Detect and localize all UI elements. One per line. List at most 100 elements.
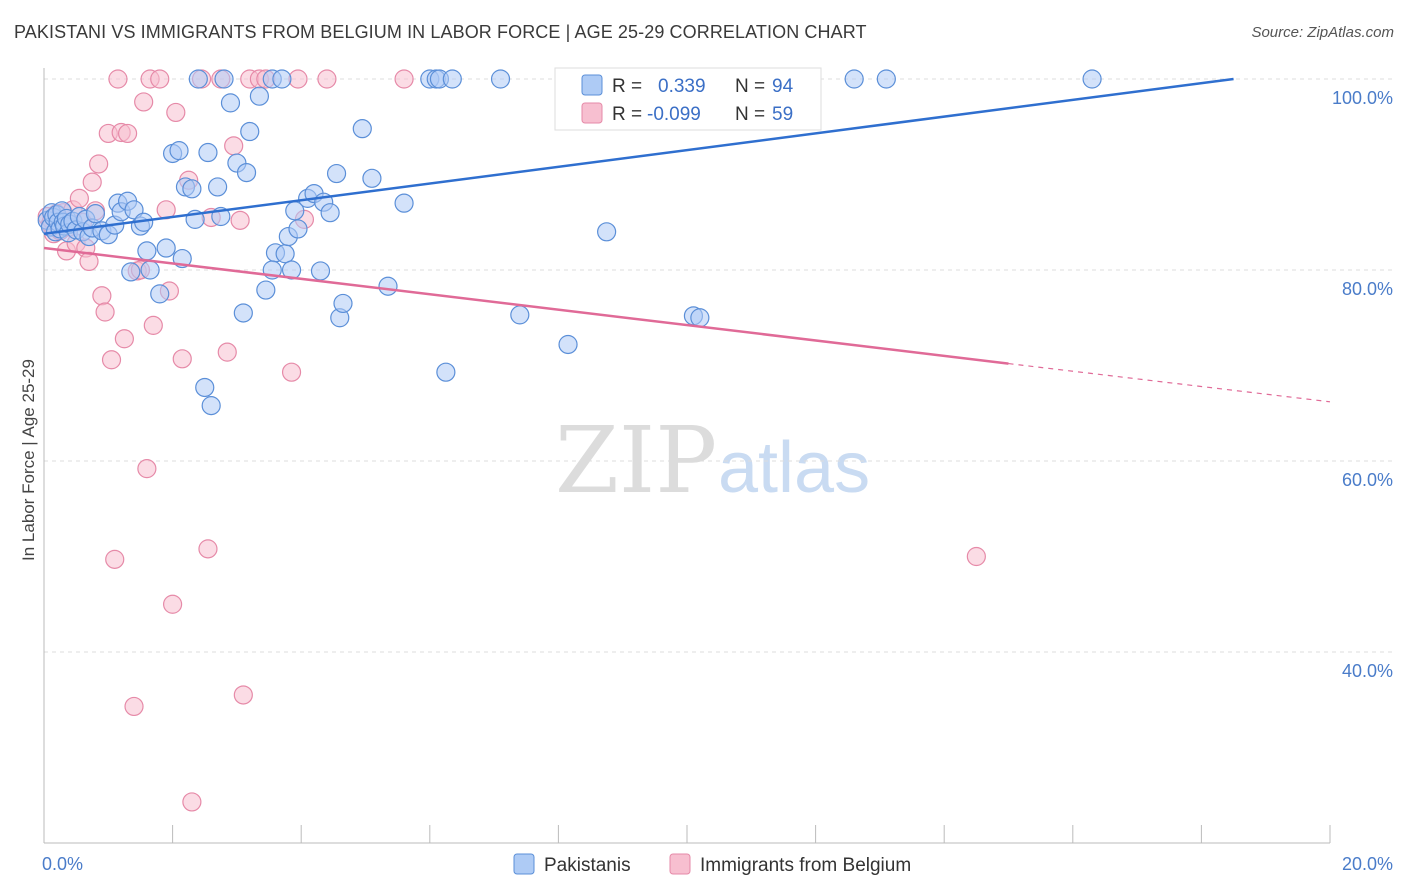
- pakistanis-point-43: [195, 377, 215, 398]
- pakistanis-point-90: [844, 69, 864, 89]
- pakistanis-point-49: [220, 93, 241, 113]
- belgium-point-27: [124, 696, 144, 717]
- bottom-legend-swatch-belgium: [669, 853, 691, 875]
- pakistanis-point-58: [272, 69, 292, 89]
- belgium-point-21: [101, 350, 122, 370]
- pakistanis-point-74: [378, 276, 398, 296]
- belgium-point-58: [150, 69, 170, 89]
- pakistanis-point-42: [188, 69, 208, 89]
- legend-r-label-1: R =: [612, 76, 642, 97]
- pakistanis-point-54: [249, 86, 270, 106]
- trend-line-pakistanis: [43, 77, 1234, 235]
- pakistanis-point-79: [436, 362, 456, 382]
- pakistanis-point-35: [156, 238, 176, 258]
- source-label: Source: ZipAtlas.com: [1251, 24, 1394, 41]
- pakistanis-point-33: [140, 260, 160, 280]
- belgium-point-45: [217, 342, 237, 362]
- pakistanis-point-81: [490, 69, 511, 89]
- pakistanis-point-69: [326, 163, 347, 184]
- pakistanis-point-72: [352, 119, 372, 139]
- legend-r-label-2: R =: [612, 104, 642, 125]
- pakistanis-point-48: [214, 69, 234, 89]
- belgium-point-33: [143, 315, 163, 335]
- belgium-point-17: [89, 154, 109, 174]
- y-tick-label-80: 80.0%: [1342, 279, 1393, 299]
- pakistanis-point-59: [275, 244, 295, 264]
- pakistanis-point-75: [394, 193, 414, 213]
- belgium-point-52: [281, 362, 302, 382]
- pakistanis-point-37: [169, 141, 189, 161]
- legend-r-value-1: 0.339: [658, 76, 706, 97]
- trend-line-belgium: [43, 246, 1009, 365]
- belgium-point-47: [230, 210, 250, 230]
- pakistanis-point-51: [233, 303, 253, 323]
- pakistanis-point-80: [442, 69, 462, 89]
- pakistanis-point-32: [137, 241, 157, 261]
- bottom-legend-swatch-pakistanis: [513, 853, 535, 875]
- x-tick-label-min: 0.0%: [42, 854, 83, 874]
- y-tick-label-40: 40.0%: [1342, 661, 1393, 681]
- pakistanis-point-45: [201, 396, 221, 416]
- belgium-point-38: [172, 349, 192, 369]
- belgium-point-57: [966, 546, 986, 567]
- belgium-point-42: [198, 539, 218, 559]
- pakistanis-point-73: [362, 168, 382, 188]
- belgium-point-53: [288, 69, 308, 89]
- trend-line-belgium-extrapolated: [1008, 362, 1331, 403]
- pakistanis-point-46: [208, 177, 228, 197]
- pakistanis-point-53: [240, 121, 260, 142]
- pakistanis-point-21: [85, 204, 106, 224]
- pakistanis-point-63: [288, 219, 308, 239]
- belgium-point-23: [108, 69, 128, 89]
- series-legend: Pakistanis Immigrants from Belgium: [513, 853, 911, 876]
- legend-r-value-2: -0.099: [647, 104, 701, 125]
- pakistanis-point-61: [281, 260, 302, 280]
- axes: [43, 68, 1331, 844]
- legend-swatch-pink: [581, 102, 603, 124]
- bottom-legend-pakistanis: Pakistanis: [544, 855, 631, 876]
- pakistanis-point-85: [597, 222, 617, 242]
- pakistanis-point-82: [510, 305, 530, 325]
- legend-n-label-1: N =: [735, 76, 765, 97]
- pakistanis-point-71: [333, 293, 353, 314]
- legend-n-value-1: 94: [772, 76, 794, 97]
- belgium-point-40: [182, 792, 202, 812]
- pakistanis-point-88: [690, 308, 710, 328]
- pakistanis-point-55: [256, 280, 276, 300]
- trend-lines: [43, 77, 1331, 403]
- legend-n-label-2: N =: [735, 104, 765, 125]
- belgium-point-48: [233, 685, 253, 705]
- pakistanis-point-28: [121, 262, 141, 282]
- tick-labels: 40.0% 60.0% 80.0% 100.0% 0.0% 20.0%: [42, 88, 1393, 874]
- belgium-point-56: [394, 69, 414, 89]
- pakistanis-point-40: [182, 179, 202, 199]
- belgium-point-26: [117, 123, 138, 144]
- belgium-point-30: [134, 92, 154, 112]
- pakistanis-point-68: [320, 203, 340, 223]
- pakistanis-point-52: [236, 162, 257, 183]
- pakistanis-point-91: [876, 69, 896, 89]
- pakistanis-point-66: [310, 261, 331, 281]
- belgium-point-46: [224, 136, 244, 156]
- bottom-legend-belgium: Immigrants from Belgium: [700, 855, 911, 876]
- y-tick-label-60: 60.0%: [1342, 470, 1393, 490]
- watermark-atlas: atlas: [718, 428, 870, 508]
- correlation-legend: R = 0.339 N = 94 R = -0.099 N = 59: [554, 67, 822, 131]
- belgium-point-19: [95, 302, 115, 322]
- belgium-point-55: [317, 69, 337, 89]
- pakistanis-point-44: [198, 142, 218, 163]
- y-axis-title: In Labor Force | Age 25-29: [19, 359, 38, 561]
- pakistanis-point-92: [1082, 69, 1102, 89]
- belgium-point-31: [137, 459, 157, 479]
- belgium-point-22: [105, 549, 125, 569]
- chart-title: PAKISTANI VS IMMIGRANTS FROM BELGIUM IN …: [14, 22, 867, 42]
- belgium-point-11: [69, 188, 89, 208]
- belgium-point-37: [166, 102, 186, 123]
- belgium-point-36: [163, 594, 183, 614]
- y-tick-label-100: 100.0%: [1332, 88, 1393, 108]
- belgium-point-18: [92, 286, 112, 306]
- belgium-point-15: [82, 172, 102, 192]
- legend-swatch-blue: [581, 74, 603, 96]
- x-tick-label-max: 20.0%: [1342, 854, 1393, 874]
